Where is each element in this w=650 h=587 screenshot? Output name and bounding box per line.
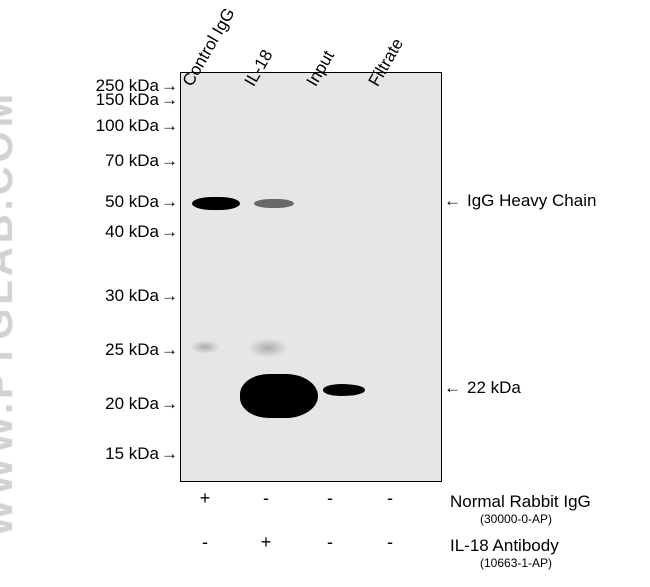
annotation-text: IgG Heavy Chain bbox=[467, 191, 596, 210]
mw-text: 100 kDa bbox=[96, 116, 159, 135]
lane-symbol: + bbox=[195, 488, 215, 509]
mw-text: 15 kDa bbox=[105, 444, 159, 463]
band-igg-heavy-il18 bbox=[254, 199, 294, 208]
mw-text: 20 kDa bbox=[105, 394, 159, 413]
mw-label: 25 kDa→ bbox=[105, 340, 178, 360]
arrow-right-icon: → bbox=[161, 340, 178, 359]
mw-text: 150 kDa bbox=[96, 90, 159, 109]
smudge-1 bbox=[248, 338, 288, 358]
watermark: WWW.PTGLAB.COM bbox=[0, 90, 22, 537]
arrow-right-icon: → bbox=[161, 90, 178, 109]
arrow-left-icon: ← bbox=[444, 378, 461, 397]
mw-label: 100 kDa→ bbox=[96, 116, 178, 136]
band-annotation: ← 22 kDa bbox=[444, 378, 521, 398]
arrow-left-icon: ← bbox=[444, 191, 461, 210]
mw-label: 40 kDa→ bbox=[105, 222, 178, 242]
lane-symbol: - bbox=[256, 488, 276, 509]
mw-text: 70 kDa bbox=[105, 151, 159, 170]
mw-label: 70 kDa→ bbox=[105, 151, 178, 171]
lane-symbol: + bbox=[256, 532, 276, 553]
western-blot-figure: WWW.PTGLAB.COM 250 kDa→150 kDa→100 kDa→7… bbox=[0, 0, 650, 587]
mw-text: 30 kDa bbox=[105, 286, 159, 305]
mw-text: 40 kDa bbox=[105, 222, 159, 241]
lane-symbol: - bbox=[195, 532, 215, 553]
mw-label: 50 kDa→ bbox=[105, 192, 178, 212]
arrow-right-icon: → bbox=[161, 192, 178, 211]
band-igg-heavy-control bbox=[192, 197, 240, 210]
arrow-right-icon: → bbox=[161, 444, 178, 463]
lane-symbol: - bbox=[380, 532, 400, 553]
band-annotation: ← IgG Heavy Chain bbox=[444, 191, 596, 211]
arrow-right-icon: → bbox=[161, 116, 178, 135]
arrow-right-icon: → bbox=[161, 394, 178, 413]
antibody-row-label: Normal Rabbit IgG bbox=[450, 492, 591, 512]
mw-text: 50 kDa bbox=[105, 192, 159, 211]
smudge-2 bbox=[190, 340, 220, 354]
blot-membrane bbox=[180, 72, 442, 482]
arrow-right-icon: → bbox=[161, 151, 178, 170]
antibody-row-label: IL-18 Antibody bbox=[450, 536, 559, 556]
antibody-row-sub: (10663-1-AP) bbox=[480, 556, 552, 570]
mw-label: 20 kDa→ bbox=[105, 394, 178, 414]
mw-text: 25 kDa bbox=[105, 340, 159, 359]
lane-symbol: - bbox=[320, 532, 340, 553]
lane-symbol: - bbox=[320, 488, 340, 509]
arrow-right-icon: → bbox=[161, 222, 178, 241]
antibody-row-sub: (30000-0-AP) bbox=[480, 512, 552, 526]
annotation-text: 22 kDa bbox=[467, 378, 521, 397]
mw-label: 30 kDa→ bbox=[105, 286, 178, 306]
mw-label: 15 kDa→ bbox=[105, 444, 178, 464]
band-il18-main bbox=[240, 374, 318, 418]
mw-label: 150 kDa→ bbox=[96, 90, 178, 110]
arrow-right-icon: → bbox=[161, 286, 178, 305]
lane-symbol: - bbox=[380, 488, 400, 509]
